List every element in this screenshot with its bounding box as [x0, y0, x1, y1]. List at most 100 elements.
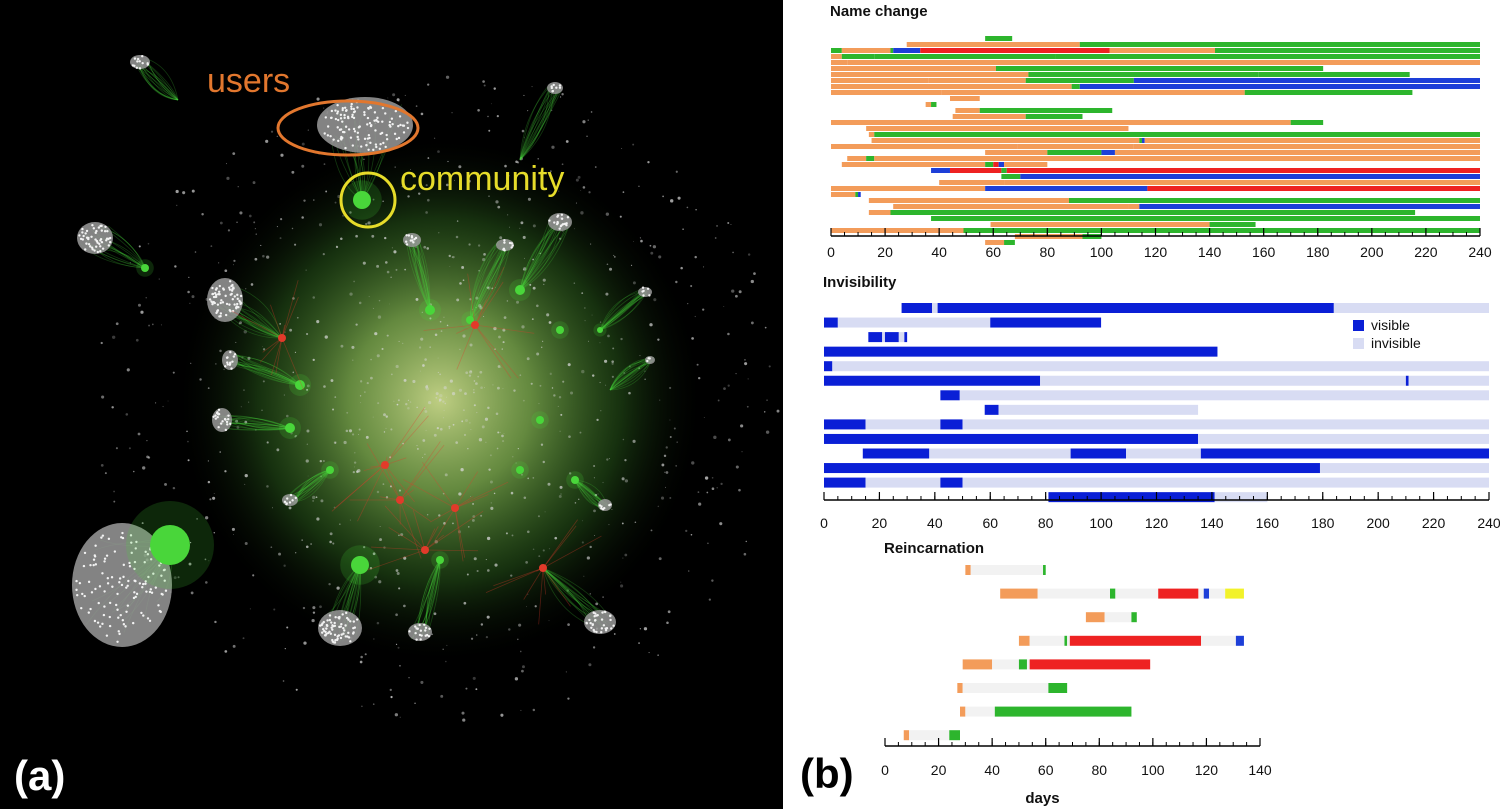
network-node: [426, 514, 429, 516]
network-node: [364, 391, 366, 393]
network-node: [479, 306, 483, 310]
network-edge: [474, 266, 505, 326]
user-node: [78, 234, 81, 237]
network-node: [394, 713, 399, 717]
network-node: [676, 441, 678, 443]
network-node: [747, 378, 749, 380]
user-node: [97, 226, 101, 229]
timeline-segment: [984, 404, 999, 415]
user-node: [363, 111, 366, 114]
network-node: [480, 514, 483, 517]
x-tick-label: 40: [931, 244, 947, 260]
timeline-segment: [855, 192, 859, 197]
network-node: [523, 267, 527, 271]
network-node: [663, 454, 667, 458]
network-node: [600, 410, 602, 412]
user-node: [142, 614, 145, 617]
user-node: [343, 629, 346, 632]
user-node: [103, 590, 106, 593]
network-node: [480, 623, 484, 626]
network-edge: [469, 248, 507, 321]
network-node: [477, 375, 480, 378]
timeline-segment: [955, 108, 980, 113]
network-node: [591, 374, 595, 377]
user-node: [230, 367, 233, 370]
network-node: [702, 308, 705, 311]
network-node: [351, 181, 353, 182]
user-node: [144, 582, 147, 585]
timeline-segment: [1067, 635, 1070, 646]
network-edge: [609, 358, 648, 391]
network-node: [112, 335, 116, 339]
network-node: [489, 480, 493, 484]
network-node: [680, 266, 683, 270]
user-node: [365, 144, 368, 147]
network-node: [445, 660, 447, 663]
network-node: [463, 601, 467, 605]
network-node: [204, 558, 207, 561]
timeline-segment: [1290, 120, 1324, 125]
user-node: [99, 245, 102, 248]
network-node: [319, 605, 322, 609]
network-node: [374, 575, 378, 579]
timeline-segment: [931, 102, 937, 107]
network-node: [620, 581, 622, 583]
x-tick-label: 80: [1038, 515, 1054, 531]
network-node: [158, 278, 160, 280]
network-node: [720, 482, 723, 486]
network-node: [329, 532, 333, 536]
x-tick-label: 120: [1145, 515, 1169, 531]
user-node: [397, 124, 400, 128]
user-node: [147, 575, 150, 579]
network-node: [167, 400, 169, 402]
network-node: [483, 387, 485, 389]
network-node: [439, 393, 443, 398]
network-node: [390, 456, 392, 458]
user-node: [326, 619, 329, 622]
network-node: [345, 429, 349, 433]
user-node: [122, 563, 126, 567]
user-node: [596, 613, 599, 617]
network-node: [435, 392, 439, 396]
network-node: [190, 591, 194, 595]
user-node: [558, 86, 562, 89]
network-node: [464, 392, 467, 395]
network-node: [403, 604, 406, 608]
network-edge: [424, 559, 441, 626]
network-node: [621, 477, 625, 481]
network-node: [457, 530, 462, 534]
network-edge: [469, 240, 500, 321]
network-edge: [519, 92, 553, 161]
user-node: [398, 115, 402, 118]
network-edge: [599, 293, 643, 331]
network-node: [559, 237, 562, 240]
timeline-segment: [1079, 84, 1480, 89]
x-tick-label: 160: [1256, 515, 1280, 531]
user-node: [339, 113, 343, 117]
network-node: [503, 316, 507, 319]
user-cluster: [318, 610, 362, 646]
network-node: [396, 403, 399, 406]
network-node: [390, 373, 393, 376]
network-node: [437, 371, 439, 374]
timeline-segment: [893, 204, 1129, 209]
user-node: [212, 415, 215, 418]
timeline-segment: [898, 332, 905, 343]
user-node: [87, 580, 91, 584]
user-node: [214, 417, 218, 420]
user-node: [373, 111, 377, 114]
network-node: [717, 399, 720, 402]
network-node: [495, 200, 499, 204]
x-tick-label: 140: [1200, 515, 1224, 531]
network-node: [312, 296, 316, 299]
network-node: [439, 320, 442, 323]
timeline-segment: [1001, 168, 1007, 173]
user-node: [558, 227, 561, 230]
network-node: [456, 298, 460, 302]
network-node: [383, 546, 386, 549]
network-node: [252, 574, 255, 577]
network-node: [566, 589, 569, 592]
user-node: [84, 232, 87, 235]
network-node: [372, 552, 376, 556]
